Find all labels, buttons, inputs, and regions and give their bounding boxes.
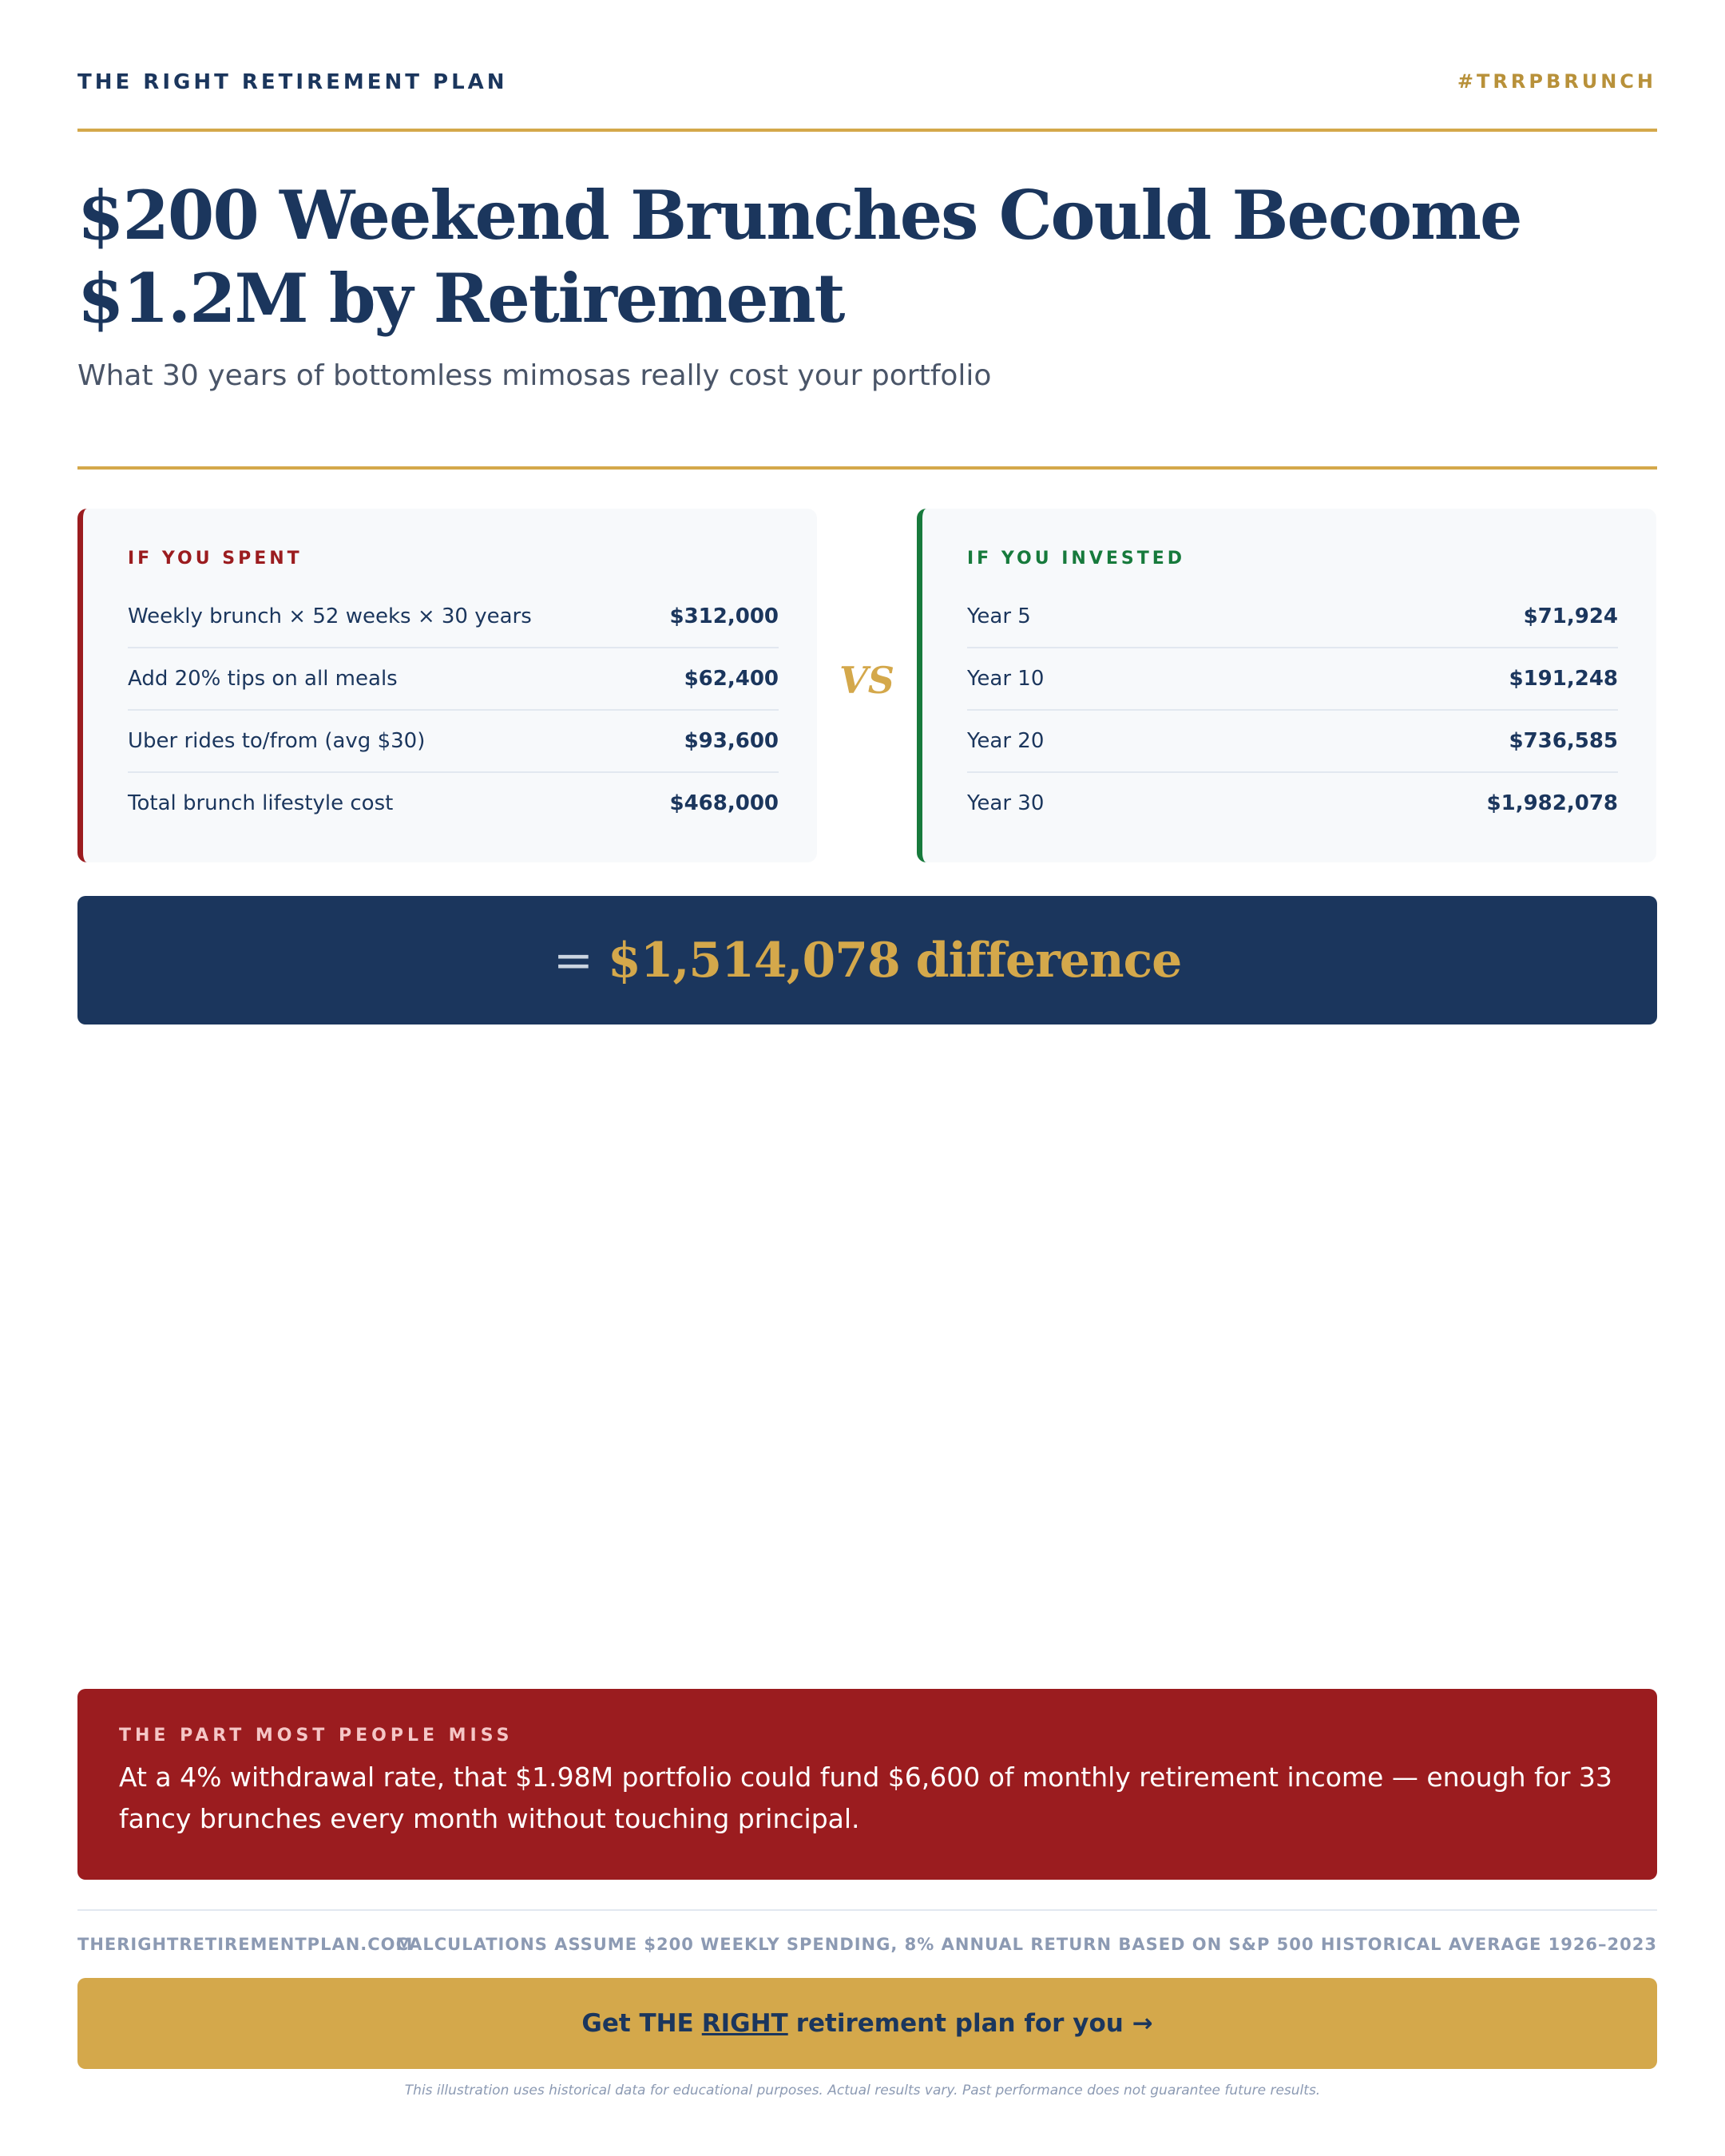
- table-row: Weekly brunch × 52 weeks × 30 years $312,…: [128, 586, 779, 648]
- difference-banner: = $1,514,078 difference: [77, 896, 1657, 1024]
- invested-card-label: IF YOU INVESTED: [967, 549, 1186, 569]
- row-value: $1,982,078: [1486, 791, 1618, 815]
- spent-card-label: IF YOU SPENT: [128, 549, 303, 569]
- row-label: Year 5: [967, 604, 1031, 628]
- table-row: Year 10 $191,248: [967, 648, 1618, 711]
- website-link[interactable]: THERIGHTRETIREMENTPLAN.COM: [77, 1935, 414, 1954]
- hero-divider: [77, 466, 1657, 470]
- spent-card: IF YOU SPENT Weekly brunch × 52 weeks × …: [77, 509, 817, 862]
- row-value: $93,600: [684, 729, 779, 753]
- cta-button[interactable]: Get THE RIGHT retirement plan for you →: [77, 1978, 1657, 2069]
- assumptions-note: CALCULATIONS ASSUME $200 WEEKLY SPENDING…: [395, 1935, 1657, 1954]
- page-subtitle: What 30 years of bottomless mimosas real…: [77, 359, 992, 392]
- table-row: Add 20% tips on all meals $62,400: [128, 648, 779, 711]
- table-row: Year 20 $736,585: [967, 711, 1618, 773]
- cta-prefix: Get THE: [581, 2009, 694, 2038]
- table-row: Total brunch lifestyle cost $468,000: [128, 773, 779, 834]
- table-row: Uber rides to/from (avg $30) $93,600: [128, 711, 779, 773]
- row-value: $71,924: [1523, 604, 1618, 628]
- row-label: Year 10: [967, 667, 1045, 691]
- insight-label: THE PART MOST PEOPLE MISS: [119, 1726, 514, 1746]
- hashtag: #TRRPBRUNCH: [1457, 70, 1656, 93]
- invested-card: IF YOU INVESTED Year 5 $71,924 Year 10 $19…: [917, 509, 1656, 862]
- table-row: Year 5 $71,924: [967, 586, 1618, 648]
- cta-emphasis: RIGHT: [701, 2009, 788, 2038]
- disclaimer: This illustration uses historical data f…: [404, 2083, 1321, 2099]
- equals-sign: =: [553, 932, 593, 989]
- row-value: $468,000: [669, 791, 779, 815]
- table-row: Year 30 $1,982,078: [967, 773, 1618, 834]
- row-value: $62,400: [684, 667, 779, 691]
- row-label: Uber rides to/from (avg $30): [128, 729, 426, 753]
- row-label: Weekly brunch × 52 weeks × 30 years: [128, 604, 532, 628]
- insight-callout: THE PART MOST PEOPLE MISS At a 4% withdr…: [77, 1689, 1657, 1880]
- row-label: Total brunch lifestyle cost: [128, 791, 394, 815]
- vs-label: VS: [839, 659, 894, 702]
- row-value: $736,585: [1509, 729, 1618, 753]
- header-divider: [77, 129, 1657, 132]
- row-label: Add 20% tips on all meals: [128, 667, 398, 691]
- row-value: $312,000: [669, 604, 779, 628]
- cta-suffix: retirement plan for you →: [795, 2009, 1153, 2038]
- page-title: $200 Weekend Brunches Could Become $1.2M…: [77, 176, 1522, 338]
- row-value: $191,248: [1509, 667, 1618, 691]
- row-label: Year 20: [967, 729, 1045, 753]
- difference-amount: $1,514,078 difference: [607, 932, 1182, 989]
- footer-divider: [77, 1909, 1657, 1911]
- brand-name: THE RIGHT RETIREMENT PLAN: [77, 70, 508, 94]
- insight-text: At a 4% withdrawal rate, that $1.98M por…: [119, 1762, 1612, 1834]
- row-label: Year 30: [967, 791, 1045, 815]
